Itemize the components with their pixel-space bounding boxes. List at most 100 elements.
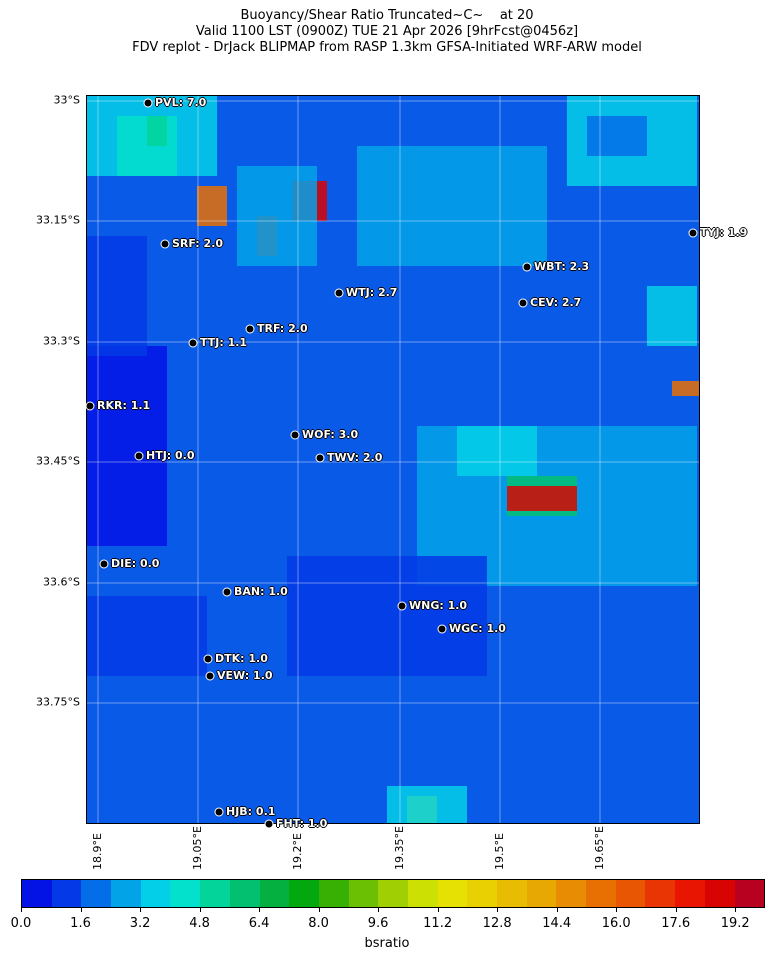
- title-line-2: Valid 1100 LST (0900Z) TUE 21 Apr 2026 […: [195, 24, 579, 39]
- station-label: WTJ: 2.7: [346, 285, 398, 299]
- colorbar-tick-label: 3.2: [129, 916, 151, 931]
- station-marker: [85, 401, 95, 411]
- lat-tick-label: 33°S: [53, 93, 80, 107]
- station-label: TWV: 2.0: [327, 450, 383, 464]
- station-marker: [315, 453, 325, 463]
- station-marker: [214, 807, 224, 817]
- colorbar-tick-label: 1.6: [70, 916, 91, 931]
- colorbar-tick-label: 19.2: [720, 916, 750, 931]
- colorbar-bin: [259, 880, 290, 907]
- colorbar: [21, 879, 765, 908]
- colorbar-tick-label: 0.0: [10, 916, 32, 931]
- raster-cell: [507, 486, 577, 511]
- title-line-1: Buoyancy/Shear Ratio Truncated~C~ at 20: [240, 8, 534, 23]
- station-label: WGC: 1.0: [449, 621, 506, 635]
- station-label: CEV: 2.7: [530, 295, 582, 309]
- colorbar-bin: [229, 880, 260, 907]
- station-marker: [160, 239, 170, 249]
- station-marker: [143, 98, 153, 108]
- raster-cell: [457, 426, 537, 476]
- lat-tick-label: 33.15°S: [36, 213, 80, 227]
- colorbar-bin: [437, 880, 468, 907]
- colorbar-bin: [556, 880, 587, 907]
- colorbar-bin: [645, 880, 676, 907]
- lon-tick-label: 19.5°E: [493, 833, 506, 870]
- lat-tick-label: 33.6°S: [43, 575, 80, 589]
- colorbar-bin: [289, 880, 319, 907]
- colorbar-tick-label: 9.6: [367, 916, 389, 931]
- raster-cell: [387, 786, 467, 823]
- colorbar-bin: [467, 880, 497, 907]
- station-marker: [264, 819, 274, 829]
- colorbar-tick-label: 4.8: [189, 916, 210, 931]
- colorbar-tick-label: 16.0: [601, 916, 631, 931]
- colorbar-bin: [318, 880, 349, 907]
- colorbar-bin: [586, 880, 616, 907]
- colorbar-tick-label: 6.4: [248, 916, 270, 931]
- colorbar-bin: [407, 880, 438, 907]
- station-marker: [205, 671, 215, 681]
- colorbar-bin: [615, 880, 646, 907]
- raster-cell: [587, 116, 647, 156]
- station-label: WNG: 1.0: [409, 598, 468, 612]
- raster-cell: [197, 186, 227, 226]
- station-label: DIE: 0.0: [111, 556, 160, 570]
- station-marker: [203, 654, 213, 664]
- raster-cell: [237, 166, 317, 266]
- bsratio-raster: [87, 96, 699, 823]
- station-marker: [188, 338, 198, 348]
- colorbar-tick-label: 17.6: [661, 916, 691, 931]
- colorbar-bin: [140, 880, 171, 907]
- raster-cell: [287, 556, 487, 676]
- colorbar-tick-label: 8.0: [308, 916, 329, 931]
- lon-tick-label: 19.2°E: [291, 833, 304, 870]
- raster-cell: [357, 146, 547, 266]
- station-marker: [397, 601, 407, 611]
- lat-tick-label: 33.3°S: [43, 334, 80, 348]
- station-label: DTK: 1.0: [215, 651, 268, 665]
- station-marker: [290, 430, 300, 440]
- lat-tick-label: 33.45°S: [36, 454, 80, 468]
- station-label: HTJ: 0.0: [146, 448, 195, 462]
- lon-tick-label: 19.65°E: [593, 826, 606, 870]
- station-label: RKR: 1.1: [97, 398, 151, 412]
- station-label: TYJ: 1.9: [700, 225, 748, 239]
- raster-cell: [87, 236, 147, 356]
- raster-cell: [87, 596, 207, 676]
- colorbar-tick-label: 11.2: [423, 916, 453, 931]
- colorbar-bin: [22, 880, 52, 907]
- station-label: WOF: 3.0: [302, 427, 359, 441]
- station-marker: [99, 559, 109, 569]
- station-label: FHT: 1.0: [276, 816, 328, 830]
- station-marker: [688, 228, 698, 238]
- station-label: TTJ: 1.1: [200, 335, 248, 349]
- station-marker: [245, 324, 255, 334]
- station-marker: [518, 298, 528, 308]
- colorbar-bin: [378, 880, 408, 907]
- chart-title: Buoyancy/Shear Ratio Truncated~C~ at 20 …: [0, 8, 774, 56]
- colorbar-bin: [51, 880, 82, 907]
- station-label: TRF: 2.0: [257, 321, 308, 335]
- colorbar-label: bsratio: [364, 936, 410, 951]
- colorbar-bin: [675, 880, 705, 907]
- colorbar-tick-label: 12.8: [482, 916, 512, 931]
- colorbar-bin: [497, 880, 527, 907]
- colorbar-bin: [704, 880, 735, 907]
- station-label: SRF: 2.0: [172, 236, 224, 250]
- raster-cell: [672, 381, 699, 396]
- station-marker: [334, 288, 344, 298]
- station-label: BAN: 1.0: [234, 584, 288, 598]
- colorbar-bin: [81, 880, 112, 907]
- colorbar-bin: [526, 880, 557, 907]
- colorbar-tick-label: 14.4: [542, 916, 572, 931]
- station-label: HJB: 0.1: [226, 804, 276, 818]
- lon-tick-label: 19.35°E: [393, 826, 406, 870]
- raster-cell: [647, 286, 697, 346]
- raster-cell: [147, 116, 167, 146]
- station-marker: [134, 451, 144, 461]
- title-line-3: FDV replot - DrJack BLIPMAP from RASP 1.…: [132, 40, 642, 55]
- colorbar-bin: [111, 880, 141, 907]
- map-plot: [86, 95, 700, 824]
- station-label: WBT: 2.3: [534, 259, 590, 273]
- station-label: VEW: 1.0: [217, 668, 273, 682]
